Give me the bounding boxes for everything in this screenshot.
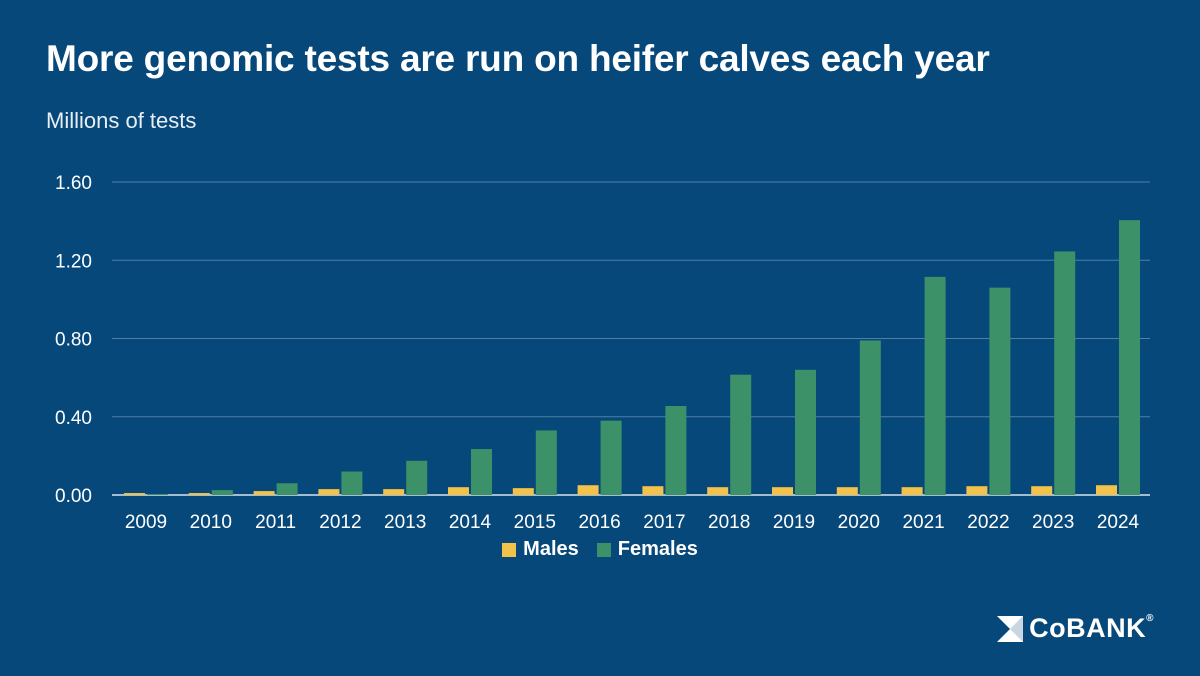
cobank-logo-icon [997,615,1024,642]
bar-male-2014 [448,487,469,495]
x-tick-label: 2011 [255,512,296,533]
x-tick-label: 2012 [319,512,361,533]
bar-female-2014 [471,449,492,495]
bar-female-2011 [276,483,298,495]
x-tick-label: 2018 [708,512,750,533]
legend-label-males: Males [523,538,579,560]
legend: Males Females [0,538,1200,561]
y-tick-label: 0.40 [55,408,92,429]
bar-male-2020 [836,487,858,495]
bar-male-2022 [966,486,988,495]
chart-title: More genomic tests are run on heifer cal… [46,38,990,79]
x-tick-label: 2021 [902,512,944,533]
x-tick-label: 2020 [838,512,880,533]
y-axis-ticks: 0.00 0.40 0.80 1.20 1.60 [55,173,92,507]
bar-female-2016 [600,420,622,495]
x-tick-label: 2010 [190,512,232,533]
legend-label-females: Females [617,538,698,560]
bar-male-2024 [1096,485,1117,495]
bars [124,220,1140,495]
bar-female-2021 [924,276,946,495]
x-tick-label: 2022 [967,512,1009,533]
x-tick-label: 2015 [514,512,556,533]
legend-swatch-females [596,542,611,557]
bar-male-2017 [642,486,664,495]
x-tick-label: 2019 [773,512,815,533]
y-tick-label: 0.80 [55,330,92,351]
y-tick-label: 1.60 [55,173,92,194]
legend-item-females: Females [596,538,698,561]
bar-male-2019 [772,487,793,495]
bar-male-2018 [707,487,729,495]
bar-female-2010 [211,490,233,495]
x-axis-ticks: 2009 2010 2011 2012 2013 2014 2015 2016 2017 2018… [125,512,1140,533]
chart-subtitle: Millions of tests [46,108,197,133]
bar-male-2021 [901,487,923,495]
bar-female-2013 [406,460,428,495]
bar-male-2009 [124,493,145,495]
bar-female-2012 [341,471,363,495]
bar-female-2009 [147,494,168,495]
y-tick-label: 0.00 [55,486,92,507]
legend-swatch-males [502,542,517,557]
logo-wordmark: CoBANK® [1029,613,1154,644]
bar-male-2016 [577,485,599,495]
bar-female-2024 [1119,220,1140,495]
bar-male-2011 [253,491,275,495]
bar-male-2023 [1031,486,1053,495]
bar-female-2022 [989,287,1011,495]
logo-registered-mark: ® [1146,613,1154,624]
bar-female-2020 [859,340,881,495]
bar-male-2015 [512,488,534,495]
y-tick-label: 1.20 [55,251,92,272]
x-tick-label: 2013 [384,512,426,533]
x-tick-label: 2009 [125,512,167,533]
x-tick-label: 2024 [1097,512,1140,533]
bar-male-2010 [188,493,210,495]
bar-female-2019 [795,369,816,495]
cobank-logo: CoBANK® [997,613,1154,644]
x-tick-label: 2014 [449,512,492,533]
x-tick-label: 2023 [1032,512,1074,533]
logo-text: CoBANK [1029,613,1147,643]
bar-male-2013 [383,489,405,495]
bar-female-2017 [665,405,687,495]
x-tick-label: 2017 [643,512,685,533]
bar-female-2015 [535,430,557,495]
legend-item-males: Males [502,538,579,561]
x-tick-label: 2016 [578,512,620,533]
bar-female-2023 [1054,251,1076,495]
bar-male-2012 [318,489,340,495]
bar-female-2018 [730,374,752,495]
